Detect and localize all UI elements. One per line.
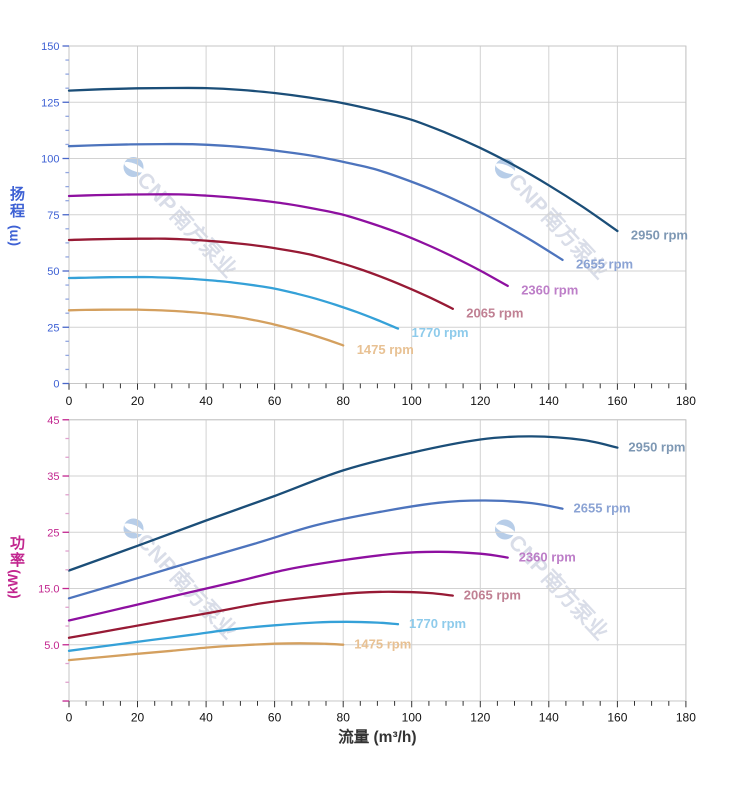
- svg-text:(kW): (kW): [6, 569, 21, 598]
- svg-text:流量 (m³/h): 流量 (m³/h): [338, 727, 416, 746]
- svg-text:功: 功: [10, 535, 25, 552]
- svg-text:140: 140: [539, 394, 559, 408]
- svg-text:125: 125: [41, 98, 59, 110]
- svg-text:60: 60: [268, 394, 282, 408]
- svg-text:程: 程: [10, 203, 25, 220]
- svg-text:80: 80: [337, 710, 351, 724]
- svg-text:2360 rpm: 2360 rpm: [521, 282, 578, 297]
- svg-text:100: 100: [402, 710, 422, 724]
- svg-text:率: 率: [10, 551, 25, 569]
- svg-text:100: 100: [41, 154, 59, 166]
- svg-text:2065 rpm: 2065 rpm: [466, 305, 523, 320]
- svg-text:15.0: 15.0: [38, 584, 59, 596]
- svg-text:35: 35: [47, 471, 59, 483]
- svg-text:1475 rpm: 1475 rpm: [354, 637, 411, 652]
- svg-text:160: 160: [607, 394, 627, 408]
- svg-text:0: 0: [66, 710, 73, 724]
- svg-text:120: 120: [470, 394, 490, 408]
- svg-text:180: 180: [676, 710, 696, 724]
- svg-text:160: 160: [607, 710, 627, 724]
- svg-text:120: 120: [470, 710, 490, 724]
- svg-text:75: 75: [47, 210, 59, 222]
- svg-text:1475 rpm: 1475 rpm: [357, 342, 414, 357]
- svg-text:2065 rpm: 2065 rpm: [464, 588, 521, 603]
- svg-text:20: 20: [131, 710, 145, 724]
- svg-text:20: 20: [131, 394, 145, 408]
- svg-text:2655 rpm: 2655 rpm: [576, 256, 633, 271]
- svg-text:2950 rpm: 2950 rpm: [631, 228, 688, 243]
- svg-text:1770 rpm: 1770 rpm: [412, 325, 469, 340]
- svg-text:100: 100: [402, 394, 422, 408]
- svg-text:2950 rpm: 2950 rpm: [628, 440, 685, 455]
- svg-text:80: 80: [337, 394, 351, 408]
- svg-text:1770 rpm: 1770 rpm: [409, 616, 466, 631]
- svg-text:5.0: 5.0: [44, 640, 59, 652]
- svg-text:25: 25: [47, 528, 59, 540]
- svg-text:0: 0: [53, 379, 59, 391]
- svg-text:40: 40: [199, 394, 213, 408]
- svg-text:25: 25: [47, 322, 59, 334]
- svg-text:150: 150: [41, 41, 59, 53]
- svg-text:60: 60: [268, 710, 282, 724]
- svg-text:40: 40: [199, 710, 213, 724]
- svg-text:50: 50: [47, 266, 59, 278]
- svg-text:0: 0: [66, 394, 73, 408]
- svg-text:180: 180: [676, 394, 696, 408]
- svg-text:2360 rpm: 2360 rpm: [519, 550, 576, 565]
- svg-text:扬: 扬: [10, 185, 25, 203]
- svg-text:140: 140: [539, 710, 559, 724]
- svg-text:45: 45: [47, 415, 59, 427]
- svg-text:(m): (m): [6, 225, 21, 246]
- svg-text:2655 rpm: 2655 rpm: [574, 501, 631, 516]
